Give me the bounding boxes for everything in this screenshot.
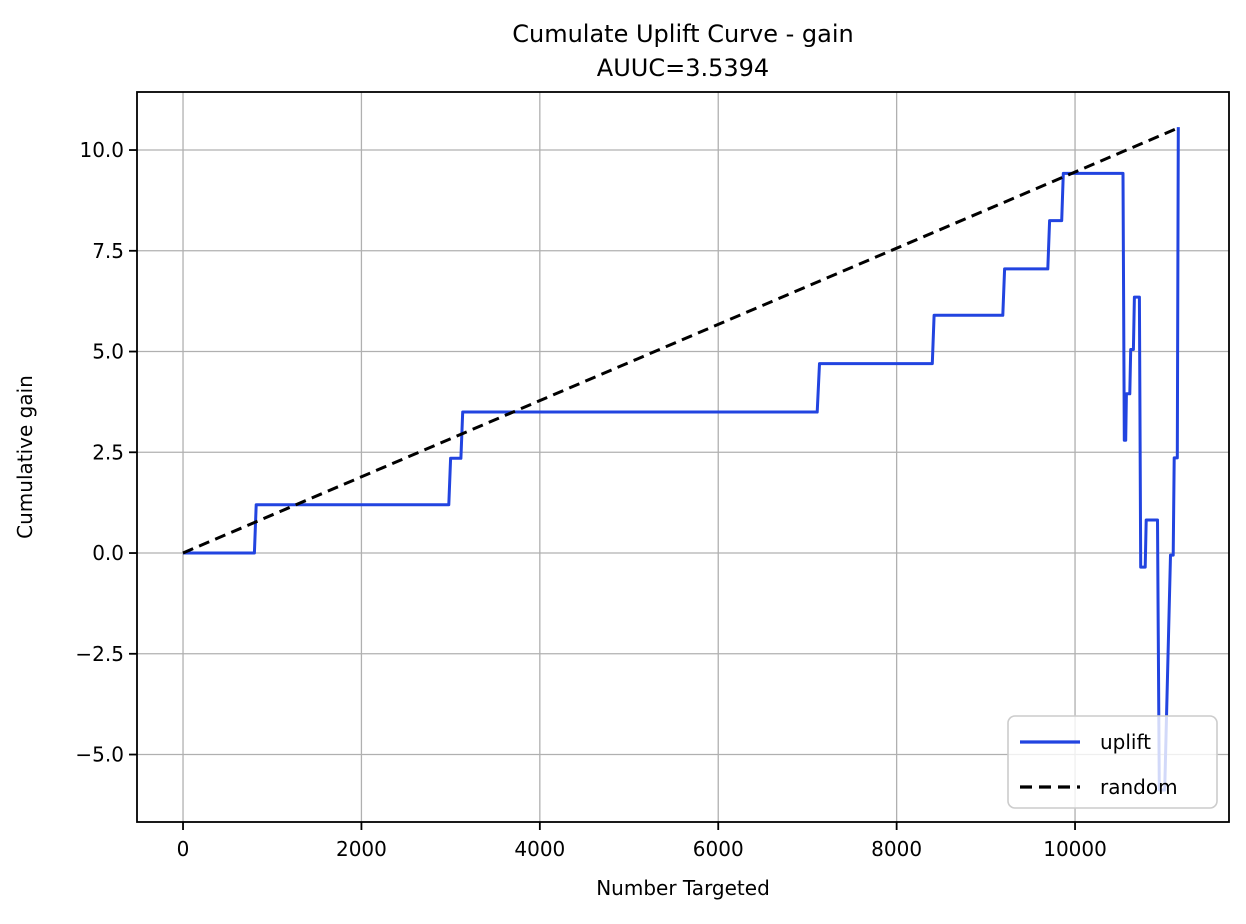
y-tick-label: −2.5 [75, 642, 124, 666]
y-tick-label: 5.0 [92, 340, 124, 364]
x-tick-label: 0 [177, 837, 190, 861]
chart-title: Cumulate Uplift Curve - gain [512, 20, 853, 48]
x-axis-label: Number Targeted [596, 876, 770, 900]
chart-subtitle-auuc: AUUC=3.5394 [597, 54, 769, 82]
x-tick-label: 4000 [514, 837, 565, 861]
random-line [182, 126, 1179, 555]
legend-label-random: random [1100, 775, 1178, 799]
x-tick-label: 8000 [871, 837, 922, 861]
plot-border [136, 91, 1230, 823]
y-tick-label: 2.5 [92, 440, 124, 464]
legend-box [1007, 715, 1218, 809]
y-tick-label: 7.5 [92, 239, 124, 263]
x-tick-label: 10000 [1043, 837, 1107, 861]
x-tick-label: 6000 [693, 837, 744, 861]
y-tick-label: 0.0 [92, 541, 124, 565]
y-tick-label: 10.0 [79, 138, 124, 162]
x-tick-label: 2000 [336, 837, 387, 861]
y-tick-label: −5.0 [75, 743, 124, 767]
y-axis-label: Cumulative gain [13, 375, 37, 539]
legend-label-uplift: uplift [1100, 730, 1151, 754]
